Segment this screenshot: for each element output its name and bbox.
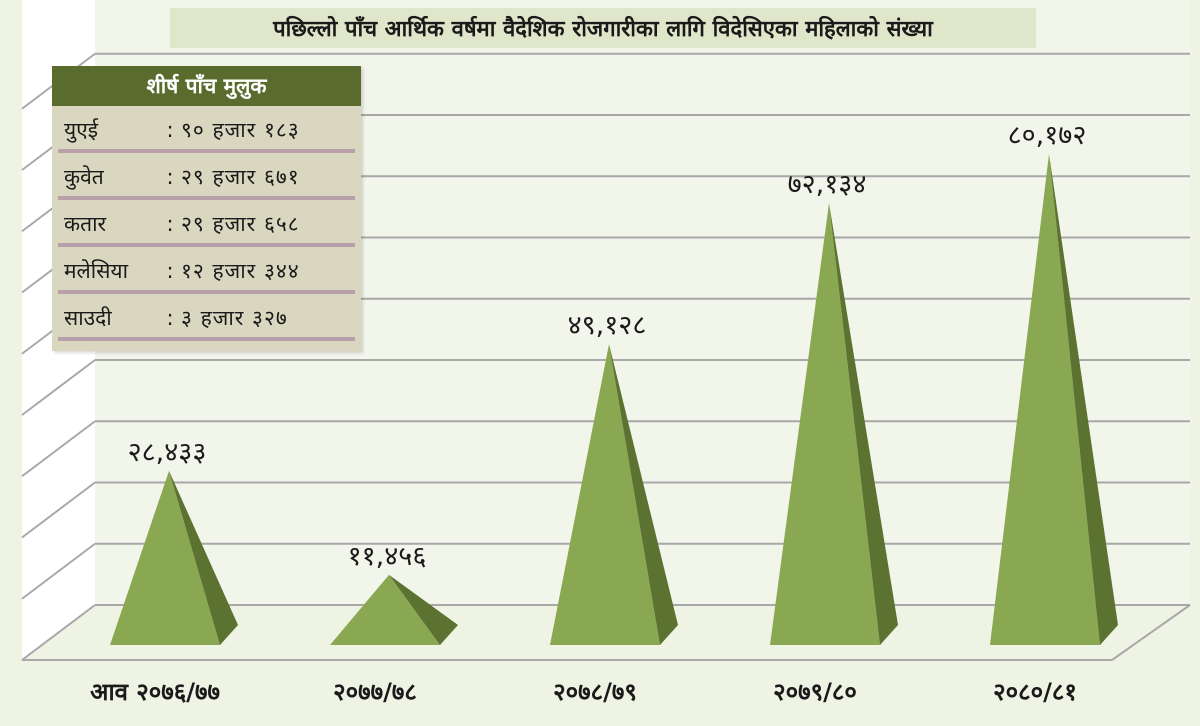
data-label: ८०,१७२ (1008, 120, 1087, 151)
pyramid-bar-front (770, 203, 880, 645)
country-name: कतार (64, 212, 107, 236)
pyramid-bar-front (110, 470, 220, 645)
back-wall (95, 0, 1190, 605)
table-row: कुवेत : २९ हजार ६७१ (58, 155, 355, 200)
data-label: २८,४३३ (128, 437, 207, 468)
pyramid-bar-front (330, 574, 440, 645)
pyramid-bar-side (829, 203, 898, 645)
table-row: साउदी : ३ हजार ३२७ (58, 296, 355, 341)
pyramid-bar-side (609, 344, 678, 645)
pyramid-bar-side (169, 470, 238, 645)
country-name: साउदी (64, 306, 112, 330)
top-countries-table: शीर्ष पाँच मुलुक युएई : ९० हजार १८३ कुवे… (52, 66, 361, 351)
x-tick-label: आव २०७६/७७ (90, 678, 220, 706)
country-value: ९० हजार १८३ (181, 118, 300, 142)
country-value: २९ हजार ६७१ (181, 165, 300, 189)
table-row: युएई : ९० हजार १८३ (58, 108, 355, 153)
data-label: ११,४५६ (348, 541, 427, 572)
country-value: २९ हजार ६५८ (181, 212, 300, 236)
x-tick-label: २०७७/७८ (333, 678, 417, 706)
country-name: मलेसिया (64, 259, 129, 283)
gridline-side (21, 604, 96, 661)
chart-title: पछिल्लो पाँच आर्थिक वर्षमा वैदेशिक रोजगा… (273, 17, 933, 42)
row-separator: : (166, 259, 174, 283)
chart-title-box: पछिल्लो पाँच आर्थिक वर्षमा वैदेशिक रोजगा… (170, 8, 1036, 48)
table-row: मलेसिया : १२ हजार ३४४ (58, 249, 355, 294)
country-name: कुवेत (64, 165, 104, 189)
gridline-side (21, 359, 96, 416)
country-value: १२ हजार ३४४ (181, 259, 300, 283)
data-label: ४९,१२८ (568, 310, 647, 341)
row-separator: : (166, 118, 174, 142)
row-separator: : (166, 212, 174, 236)
data-label: ७२,१३४ (788, 169, 867, 200)
pyramid-bar-front (990, 153, 1100, 645)
country-value: ३ हजार ३२७ (181, 306, 288, 330)
gridline-side (21, 420, 96, 478)
x-tick-label: २०७८/७९ (553, 678, 637, 706)
table-header: शीर्ष पाँच मुलुक (52, 66, 361, 106)
pyramid-bar-side (1049, 153, 1118, 645)
floor-edge-right (1111, 604, 1191, 661)
x-tick-label: २०७९/८० (773, 678, 857, 706)
row-separator: : (166, 306, 174, 330)
x-tick-label: २०८०/८१ (993, 678, 1077, 706)
country-name: युएई (64, 118, 99, 142)
row-separator: : (166, 165, 174, 189)
table-row: कतार : २९ हजार ६५८ (58, 202, 355, 247)
gridline-side (21, 542, 96, 600)
gridline-side (21, 481, 96, 539)
pyramid-bar-side (389, 574, 458, 645)
pyramid-bar-front (550, 344, 660, 645)
